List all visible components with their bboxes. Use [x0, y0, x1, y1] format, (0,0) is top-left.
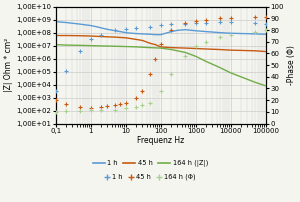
- Point: [193, 19, 198, 22]
- Point: [158, 24, 163, 27]
- Point: [123, 101, 128, 104]
- Point: [169, 73, 174, 76]
- Point: [134, 106, 139, 109]
- Point: [53, 110, 58, 114]
- Point: [53, 89, 58, 93]
- Point: [99, 108, 104, 111]
- Point: [158, 42, 163, 46]
- Point: [218, 20, 223, 23]
- Point: [134, 26, 139, 29]
- Point: [228, 33, 233, 36]
- Point: [253, 31, 258, 34]
- Point: [218, 17, 223, 20]
- Point: [78, 106, 83, 109]
- Point: [253, 21, 258, 25]
- Point: [64, 109, 69, 112]
- Point: [123, 107, 128, 110]
- Point: [88, 108, 93, 111]
- Point: [88, 107, 93, 110]
- Legend: 1 h, 45 h, 164 h (Φ): 1 h, 45 h, 164 h (Φ): [102, 171, 199, 183]
- Point: [113, 28, 118, 32]
- Point: [53, 99, 58, 102]
- Y-axis label: -Phase (Φ): -Phase (Φ): [287, 45, 296, 85]
- Point: [78, 109, 83, 112]
- Point: [263, 28, 268, 32]
- Y-axis label: |Z| Ohm * cm²: |Z| Ohm * cm²: [4, 38, 13, 92]
- Point: [148, 101, 153, 104]
- Point: [64, 69, 69, 73]
- Point: [228, 20, 233, 23]
- Point: [153, 58, 158, 61]
- Point: [99, 33, 104, 36]
- Point: [148, 73, 153, 76]
- Point: [134, 96, 139, 99]
- Point: [218, 35, 223, 39]
- Point: [78, 49, 83, 53]
- Point: [183, 23, 188, 26]
- Point: [123, 27, 128, 31]
- Point: [140, 103, 145, 106]
- Point: [193, 45, 198, 48]
- Point: [193, 21, 198, 25]
- X-axis label: Frequenz Hz: Frequenz Hz: [137, 136, 184, 145]
- Point: [105, 104, 110, 108]
- Point: [158, 89, 163, 93]
- Point: [183, 21, 188, 25]
- Point: [204, 21, 209, 25]
- Point: [113, 103, 118, 106]
- Point: [263, 23, 268, 26]
- Point: [118, 102, 123, 105]
- Point: [88, 38, 93, 41]
- Point: [253, 16, 258, 19]
- Point: [140, 89, 145, 93]
- Point: [228, 17, 233, 20]
- Point: [169, 23, 174, 26]
- Point: [204, 18, 209, 21]
- Point: [113, 108, 118, 111]
- Point: [64, 102, 69, 105]
- Point: [148, 25, 153, 28]
- Point: [183, 54, 188, 57]
- Point: [263, 16, 268, 19]
- Point: [169, 28, 174, 32]
- Point: [99, 106, 104, 109]
- Point: [204, 40, 209, 43]
